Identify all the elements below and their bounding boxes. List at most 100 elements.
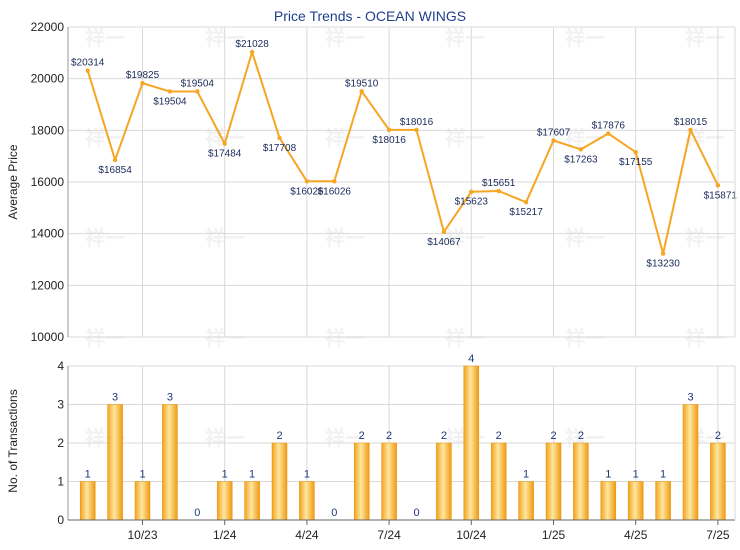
- watermark-glyph: 祥一: [685, 226, 725, 250]
- transaction-bar: [216, 481, 233, 521]
- watermark-glyph: 祥一: [85, 326, 125, 350]
- price-point: [249, 49, 255, 55]
- price-data-label: $17708: [263, 143, 297, 154]
- price-point: [140, 80, 145, 86]
- watermark-glyph: 祥一: [445, 326, 485, 350]
- price-point: [167, 89, 173, 94]
- price-data-label: $17155: [619, 157, 653, 168]
- price-point: [633, 149, 638, 155]
- x-tick-label: 4/24: [295, 528, 319, 542]
- axes-layer: 1000012000140001600018000200002200001234…: [31, 20, 736, 542]
- transaction-count-label: 1: [85, 469, 91, 481]
- transaction-bar: [381, 442, 397, 521]
- count-y-tick-label: 4: [57, 359, 64, 373]
- price-point: [85, 68, 90, 73]
- transaction-count-label: 1: [633, 469, 639, 481]
- watermark-glyph: 祥一: [445, 226, 485, 250]
- price-point: [469, 189, 474, 194]
- transaction-bar: [107, 404, 123, 521]
- x-tick-label: 7/25: [706, 528, 730, 542]
- transaction-bar: [545, 442, 562, 521]
- transaction-bar: [134, 481, 151, 521]
- transaction-count-label: 0: [413, 507, 419, 519]
- watermark-glyph: 祥一: [325, 226, 365, 250]
- price-point: [715, 183, 721, 188]
- x-tick-label: 1/24: [213, 528, 237, 542]
- price-data-label: $19510: [345, 78, 379, 89]
- price-point: [688, 127, 693, 133]
- price-point: [441, 229, 447, 235]
- transaction-bar: [655, 481, 671, 521]
- price-y-axis-label: Average Price: [6, 144, 20, 219]
- price-point: [195, 89, 200, 94]
- price-data-label: $16026: [290, 186, 324, 197]
- transaction-bar: [490, 442, 507, 521]
- transaction-bar: [79, 481, 96, 521]
- price-data-label: $15217: [509, 207, 543, 218]
- transaction-bar: [710, 442, 726, 521]
- price-data-label: $13230: [646, 259, 680, 270]
- price-data-label: $15623: [455, 197, 489, 208]
- transaction-count-label: 3: [112, 392, 118, 404]
- transaction-bar: [682, 404, 699, 521]
- price-data-label: $17876: [592, 121, 626, 132]
- price-point: [606, 131, 611, 136]
- transaction-bar: [573, 442, 589, 521]
- price-data-label: $21028: [235, 39, 269, 50]
- transaction-count-label: 4: [468, 353, 474, 365]
- price-point: [414, 127, 419, 133]
- transaction-count-label: 3: [167, 392, 173, 404]
- price-y-tick-label: 10000: [31, 330, 65, 344]
- price-chart-grid: [68, 26, 735, 338]
- transaction-bar: [162, 404, 178, 521]
- price-y-tick-label: 16000: [31, 175, 65, 189]
- price-y-tick-label: 22000: [31, 20, 65, 34]
- transaction-count-label: 3: [687, 392, 693, 404]
- price-y-tick-label: 14000: [31, 227, 65, 241]
- transaction-bar: [518, 481, 534, 521]
- x-tick-label: 10/23: [127, 528, 157, 542]
- count-y-tick-label: 3: [57, 398, 64, 412]
- transaction-count-label: 0: [331, 507, 337, 519]
- price-data-label: $15651: [482, 178, 516, 189]
- price-data-label: $15871: [704, 190, 738, 201]
- price-point: [660, 251, 666, 256]
- price-data-label: $19504: [153, 96, 187, 107]
- x-tick-label: 4/25: [624, 528, 648, 542]
- transaction-count-label: 0: [194, 507, 200, 519]
- transaction-count-label: 2: [386, 430, 392, 442]
- watermark-glyph: 祥一: [85, 26, 125, 50]
- count-y-tick-label: 0: [57, 513, 64, 527]
- price-y-tick-label: 12000: [31, 278, 65, 292]
- watermark-glyph: 祥一: [445, 126, 485, 150]
- transaction-count-label: 2: [359, 430, 365, 442]
- transaction-count-label: 1: [523, 469, 529, 481]
- transaction-bar: [271, 442, 288, 521]
- transaction-count-label: 1: [222, 469, 228, 481]
- transaction-count-label: 1: [249, 469, 255, 481]
- price-series-line: [86, 51, 719, 255]
- watermark-glyph: 祥一: [565, 26, 605, 50]
- transaction-bar: [299, 481, 315, 521]
- price-y-tick-label: 18000: [31, 123, 65, 137]
- transaction-count-label: 2: [578, 430, 584, 442]
- transaction-count-label: 1: [605, 469, 611, 481]
- price-data-label: $18015: [674, 117, 708, 128]
- price-point: [222, 141, 227, 146]
- transaction-bar: [353, 442, 370, 521]
- price-data-label: $17484: [208, 149, 242, 160]
- transaction-bars: [79, 365, 726, 521]
- watermark-glyph: 祥一: [565, 326, 605, 350]
- price-data-label: $19825: [126, 70, 160, 81]
- price-point: [359, 89, 364, 94]
- price-point: [112, 157, 118, 163]
- transaction-count-label: 1: [660, 469, 666, 481]
- price-data-label: $18016: [400, 117, 434, 128]
- transaction-bar: [463, 365, 480, 521]
- transaction-bar: [244, 481, 260, 521]
- price-point: [523, 200, 529, 205]
- transaction-count-label: 2: [715, 430, 721, 442]
